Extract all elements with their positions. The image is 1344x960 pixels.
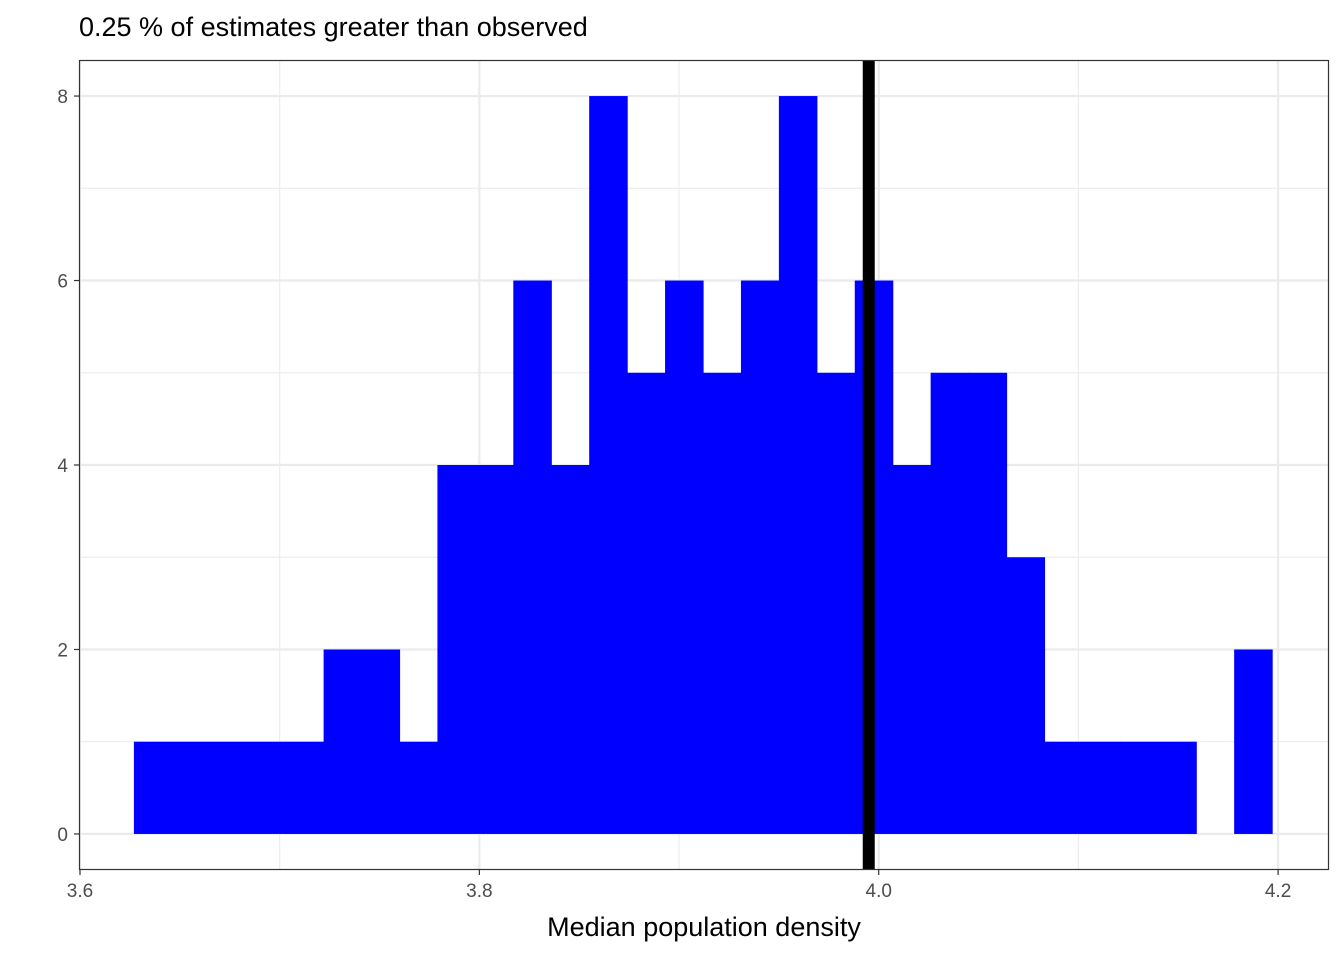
histogram-bar (513, 280, 552, 834)
histogram-bar (816, 372, 856, 834)
histogram-bar (589, 96, 628, 834)
histogram-bar (551, 465, 590, 834)
y-tick-label: 6 (57, 272, 68, 293)
y-tick-label: 4 (57, 456, 68, 477)
histogram-bar (437, 465, 476, 834)
histogram-bar (1006, 557, 1046, 834)
histogram-bar (133, 741, 173, 834)
histogram-bar (665, 280, 704, 834)
histogram-bar (1158, 741, 1197, 834)
x-tick-label: 3.8 (466, 881, 492, 902)
histogram-bar (209, 741, 249, 834)
histogram-bar (323, 649, 363, 834)
histogram-bar (247, 741, 287, 834)
x-axis: 3.6 3.8 4.0 4.2 (67, 869, 1291, 902)
histogram-bars (133, 96, 1273, 834)
y-tick-label: 2 (57, 640, 68, 661)
histogram-bar (1082, 741, 1121, 834)
histogram-bar (627, 372, 666, 834)
y-tick-label: 0 (57, 825, 68, 846)
x-tick-label: 4.2 (1265, 881, 1291, 902)
y-tick-label: 8 (57, 87, 68, 108)
histogram-bar (361, 649, 401, 834)
y-axis: 0 2 4 6 8 (57, 87, 80, 846)
histogram-bar (778, 96, 818, 834)
histogram-bar (171, 741, 211, 834)
histogram-bar (285, 741, 325, 834)
histogram-bar (1234, 649, 1273, 834)
histogram-bar (968, 372, 1008, 834)
histogram-bar (703, 372, 742, 834)
histogram-bar (930, 372, 970, 834)
histogram-bar (1044, 741, 1083, 834)
histogram-bar (1120, 741, 1159, 834)
histogram-bar (399, 741, 439, 834)
histogram-bar (892, 465, 932, 834)
x-tick-label: 4.0 (866, 881, 892, 902)
histogram-bar (475, 465, 514, 834)
x-axis-title: Median population density (547, 912, 861, 942)
chart-title: 0.25 % of estimates greater than observe… (79, 12, 588, 42)
histogram-bar (740, 280, 780, 834)
x-tick-label: 3.6 (67, 881, 93, 902)
